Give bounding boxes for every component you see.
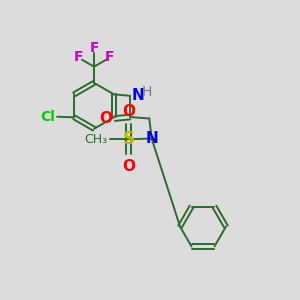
Text: N: N bbox=[132, 88, 145, 103]
Text: S: S bbox=[123, 130, 135, 148]
Text: O: O bbox=[122, 104, 135, 119]
Text: Cl: Cl bbox=[40, 110, 55, 124]
Text: H: H bbox=[141, 85, 152, 99]
Text: N: N bbox=[145, 131, 158, 146]
Text: F: F bbox=[89, 41, 99, 55]
Text: F: F bbox=[105, 50, 115, 64]
Text: F: F bbox=[74, 50, 83, 64]
Text: O: O bbox=[122, 159, 135, 174]
Text: CH₃: CH₃ bbox=[84, 133, 107, 146]
Text: O: O bbox=[99, 111, 112, 126]
